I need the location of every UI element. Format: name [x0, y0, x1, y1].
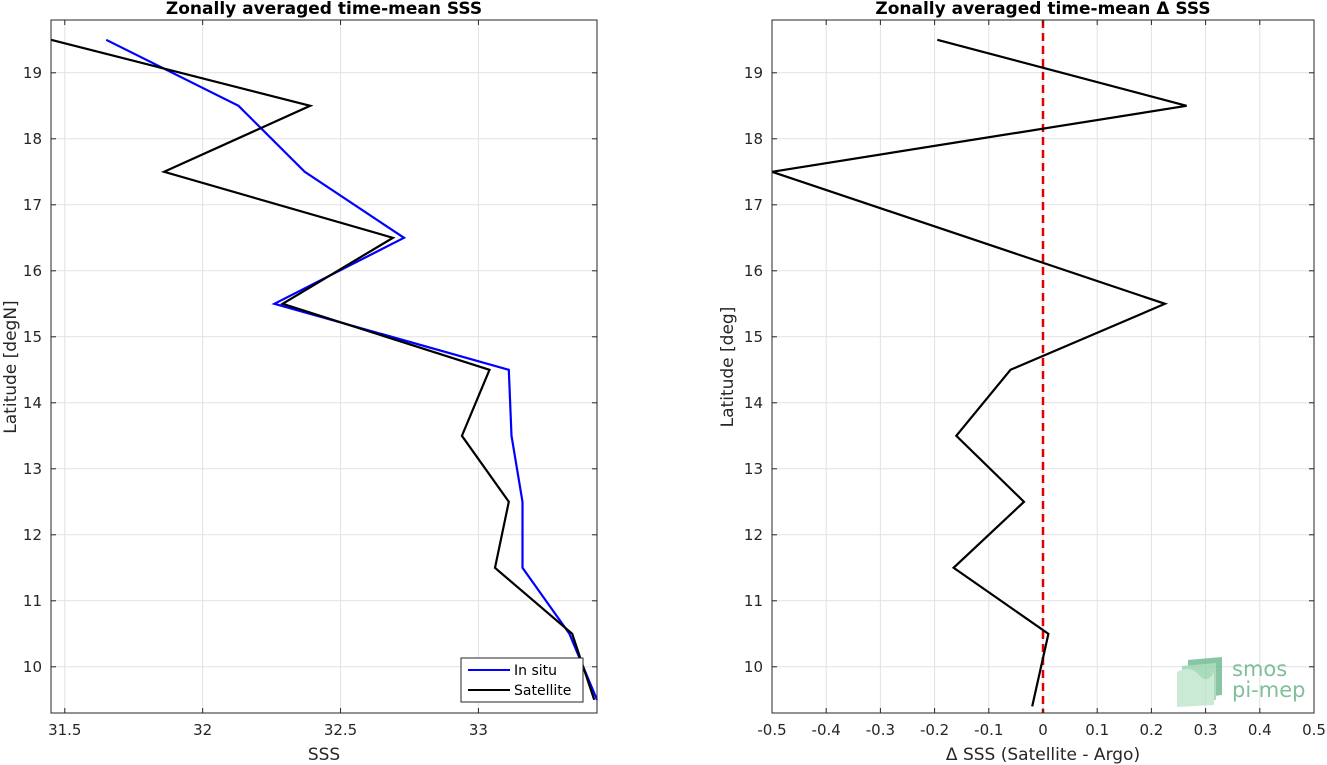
x-tick-label: 0.5 — [1302, 721, 1326, 739]
right-title: Zonally averaged time-mean Δ SSS — [875, 0, 1210, 19]
right-ticks: -0.5 -0.4 -0.3 -0.2 -0.1 0 0.1 0.2 0.3 0.4 0.5 10 11… — [744, 20, 1326, 739]
y-tick-label: 19 — [23, 64, 42, 82]
y-tick-label: 13 — [23, 460, 42, 478]
y-tick-label: 10 — [23, 658, 42, 676]
x-tick-label: 33 — [469, 721, 488, 739]
legend-label-satellite: Satellite — [514, 683, 571, 699]
left-plot-area — [51, 20, 597, 713]
y-tick-label: 17 — [744, 196, 763, 214]
x-tick-label: 0.3 — [1194, 721, 1218, 739]
y-tick-label: 12 — [744, 526, 763, 544]
y-tick-label: 11 — [744, 592, 763, 610]
y-tick-label: 14 — [744, 394, 763, 412]
y-tick-label: 18 — [23, 130, 42, 148]
left-axes-box — [50, 19, 598, 714]
right-series-group — [771, 20, 1187, 713]
left-title: Zonally averaged time-mean SSS — [166, 0, 482, 19]
right-axes: -0.5 -0.4 -0.3 -0.2 -0.1 0 0.1 0.2 0.3 0.4 0.5 10 11… — [718, 0, 1326, 765]
y-tick-label: 15 — [23, 328, 42, 346]
x-tick-label: -0.5 — [757, 721, 786, 739]
logo-line1: smos — [1232, 657, 1287, 681]
x-tick-label: -0.2 — [920, 721, 949, 739]
x-tick-label: 32 — [193, 721, 212, 739]
series-line-in-situ — [105, 38, 599, 701]
y-tick-label: 12 — [23, 526, 42, 544]
left-xlabel: SSS — [308, 745, 340, 765]
left-ticks: 31.5 32 32.5 33 10 11 12 13 14 15 16 17 18 19 — [23, 20, 597, 739]
series-line-series-0 — [771, 38, 1187, 707]
y-tick-label: 18 — [744, 130, 763, 148]
right-xlabel: Δ SSS (Satellite - Argo) — [946, 745, 1140, 765]
x-tick-label: 0.2 — [1139, 721, 1163, 739]
logo-waves-icon — [1177, 657, 1222, 707]
y-tick-label: 11 — [23, 592, 42, 610]
legend: In situ Satellite — [460, 657, 584, 703]
y-tick-label: 10 — [744, 658, 763, 676]
y-tick-label: 16 — [23, 262, 42, 280]
y-tick-label: 19 — [744, 64, 763, 82]
series-line-satellite — [50, 38, 596, 701]
smos-pi-mep-logo: smos pi-mep — [1177, 657, 1305, 707]
left-ylabel: Latitude [degN] — [1, 300, 21, 433]
y-tick-label: 13 — [744, 460, 763, 478]
x-tick-label: 31.5 — [48, 721, 81, 739]
left-axes: 31.5 32 32.5 33 10 11 12 13 14 15 16 17 18 19 Zonally… — [1, 0, 599, 765]
x-tick-label: -0.3 — [866, 721, 895, 739]
logo-line2: pi-mep — [1232, 678, 1305, 702]
left-series-group — [50, 38, 599, 701]
legend-box — [460, 657, 584, 703]
x-tick-label: 0 — [1038, 721, 1048, 739]
x-tick-label: -0.4 — [812, 721, 841, 739]
left-grid — [51, 20, 597, 713]
legend-label-in-situ: In situ — [514, 663, 557, 679]
right-ylabel: Latitude [deg] — [718, 307, 738, 428]
y-tick-label: 16 — [744, 262, 763, 280]
x-tick-label: 32.5 — [324, 721, 357, 739]
x-tick-label: 0.1 — [1085, 721, 1109, 739]
y-tick-label: 14 — [23, 394, 42, 412]
y-tick-label: 15 — [744, 328, 763, 346]
x-tick-label: -0.1 — [974, 721, 1003, 739]
y-tick-label: 17 — [23, 196, 42, 214]
x-tick-label: 0.4 — [1248, 721, 1272, 739]
